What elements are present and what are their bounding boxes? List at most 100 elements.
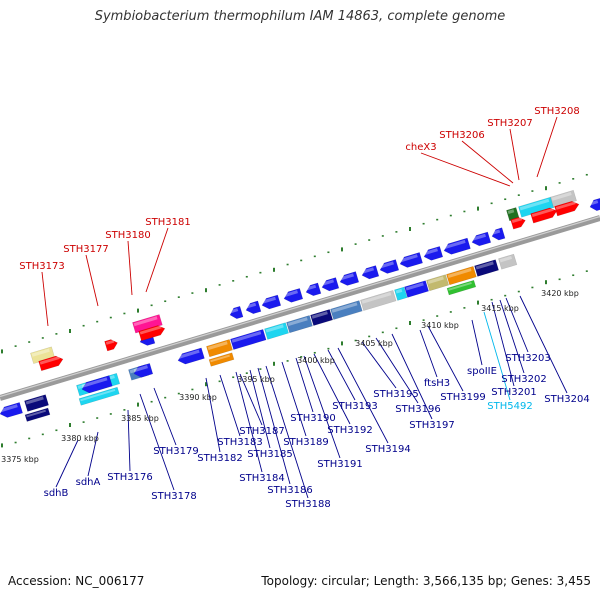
gene-label: STH3201 (491, 387, 536, 398)
gene-label: STH3189 (283, 437, 328, 448)
gene-label: STH3179 (153, 446, 198, 457)
gene-feature (104, 339, 118, 352)
kbp-label: 3390 kbp (179, 393, 217, 402)
label-connector (461, 140, 514, 184)
label-connector (420, 152, 511, 187)
kbp-label: 3375 kbp (1, 455, 39, 464)
gene-label: ftsH3 (424, 378, 450, 389)
label-connector (509, 128, 520, 181)
gene-feature (177, 347, 205, 365)
label-connector (205, 377, 221, 453)
label-connector (303, 355, 341, 459)
gene-label: STH3197 (409, 420, 454, 431)
label-connector (257, 367, 291, 485)
gene-label: STH3196 (395, 404, 440, 415)
gene-feature (286, 315, 313, 334)
label-connector (85, 254, 99, 307)
gene-feature (206, 339, 233, 358)
label-connector (139, 393, 175, 491)
label-connector (281, 361, 307, 437)
label-connector (313, 353, 351, 425)
kbp-label: 3405 kbp (355, 339, 393, 348)
gene-feature (330, 300, 363, 320)
gene-label: STH3199 (440, 392, 485, 403)
label-connector (295, 357, 314, 413)
gene-feature (554, 200, 580, 217)
gene-feature (550, 189, 577, 208)
label-connector (153, 387, 177, 446)
kbp-label: 3395 kbp (237, 375, 275, 384)
label-connector (327, 349, 356, 401)
gene-feature (339, 271, 360, 286)
gene-feature (491, 227, 506, 241)
gene-label: STH3173 (19, 261, 64, 272)
label-connector (239, 373, 263, 426)
gene-label: STH3204 (544, 394, 589, 405)
scale-ticks (1, 173, 588, 448)
gene-label: sdhA (76, 477, 101, 488)
gene-feature (0, 402, 23, 418)
gene-feature (261, 294, 282, 310)
kbp-label: 3420 kbp (541, 289, 579, 298)
gene-feature (283, 288, 304, 303)
label-connector (361, 341, 397, 389)
label-connector (483, 311, 511, 401)
gene-feature (589, 197, 600, 211)
gene-label: STH3184 (239, 473, 284, 484)
gene-feature (530, 207, 558, 224)
gene-features (0, 189, 600, 422)
gene-label: STH3181 (145, 217, 190, 228)
gene-feature (379, 259, 400, 274)
label-connectors (41, 116, 568, 499)
gene-label: STH3188 (285, 499, 330, 510)
label-connector (499, 299, 525, 374)
gene-label: STH3194 (365, 444, 410, 455)
gene-feature (24, 407, 51, 422)
map-title: Symbiobacterium thermophilum IAM 14863, … (94, 9, 506, 24)
gene-feature (24, 394, 49, 412)
gene-label: STH3191 (317, 459, 362, 470)
label-connector (375, 337, 419, 404)
label-connector (145, 227, 169, 293)
label-connector (265, 365, 309, 499)
gene-feature (361, 265, 380, 280)
label-connector (519, 295, 568, 394)
gene-feature (229, 305, 244, 319)
gene-label: STH3192 (327, 425, 372, 436)
gene-feature (245, 300, 262, 315)
kbp-label: 3415 kbp (481, 304, 519, 313)
gene-label: STH3202 (501, 374, 546, 385)
gene-label: STH3190 (290, 413, 335, 424)
gene-feature (230, 329, 267, 350)
gene-label: STH3193 (332, 401, 377, 412)
label-connector (471, 319, 483, 366)
gene-label: STH3208 (534, 106, 579, 117)
gene-label: STH3177 (63, 244, 108, 255)
gene-label: STH3207 (487, 118, 532, 129)
gene-feature (498, 253, 518, 270)
gene-feature (423, 246, 444, 261)
gene-label: STH3203 (505, 353, 550, 364)
gene-feature (305, 282, 322, 297)
gene-label: STH5492 (487, 401, 532, 412)
gene-feature (321, 277, 340, 292)
gene-label: STH3187 (239, 426, 284, 437)
gene-feature (133, 363, 154, 378)
label-connector (127, 240, 133, 296)
gene-feature (443, 237, 471, 255)
kbp-label: 3385 kbp (121, 414, 159, 423)
gene-feature (404, 280, 429, 298)
label-connector (249, 369, 271, 449)
gene-label: STH3186 (267, 485, 312, 496)
label-connector (536, 116, 558, 178)
label-connector (235, 371, 263, 473)
gene-feature (446, 265, 477, 286)
gene-label: STH3182 (197, 453, 242, 464)
gene-feature (394, 286, 408, 301)
gene-label: spoIIE (467, 366, 497, 377)
gene-label: STH3183 (217, 437, 262, 448)
gene-feature (264, 322, 289, 340)
genome-backbone (0, 215, 600, 401)
label-connector (419, 329, 438, 378)
